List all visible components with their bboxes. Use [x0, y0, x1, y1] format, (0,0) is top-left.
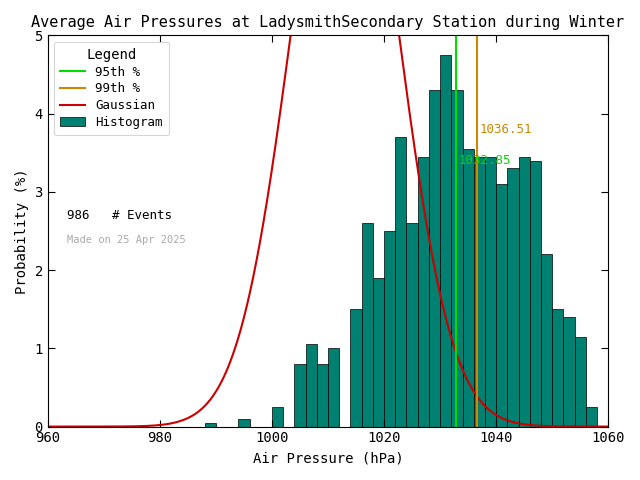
Text: Made on 25 Apr 2025: Made on 25 Apr 2025: [67, 235, 186, 245]
Title: Average Air Pressures at LadysmithSecondary Station during Winter: Average Air Pressures at LadysmithSecond…: [31, 15, 625, 30]
Bar: [541, 254, 552, 427]
Bar: [474, 156, 485, 427]
Bar: [586, 407, 597, 427]
Text: 1036.51: 1036.51: [479, 123, 532, 136]
Bar: [396, 137, 406, 427]
Bar: [563, 317, 575, 427]
Bar: [451, 90, 463, 427]
Bar: [351, 309, 362, 427]
Bar: [384, 231, 396, 427]
Bar: [418, 156, 429, 427]
Bar: [373, 278, 384, 427]
Bar: [485, 156, 496, 427]
Bar: [530, 160, 541, 427]
Bar: [518, 156, 530, 427]
Bar: [429, 90, 440, 427]
X-axis label: Air Pressure (hPa): Air Pressure (hPa): [253, 451, 403, 465]
Text: 1032.85: 1032.85: [459, 155, 511, 168]
Y-axis label: Probability (%): Probability (%): [15, 168, 29, 294]
Bar: [440, 55, 451, 427]
Bar: [496, 184, 508, 427]
Bar: [328, 348, 339, 427]
Bar: [575, 336, 586, 427]
Bar: [406, 223, 418, 427]
Bar: [508, 168, 518, 427]
Bar: [463, 149, 474, 427]
Bar: [552, 309, 563, 427]
Text: 986   # Events: 986 # Events: [67, 209, 172, 222]
Bar: [306, 345, 317, 427]
Bar: [205, 423, 216, 427]
Bar: [294, 364, 306, 427]
Bar: [362, 223, 373, 427]
Bar: [272, 407, 283, 427]
Legend: 95th %, 99th %, Gaussian, Histogram: 95th %, 99th %, Gaussian, Histogram: [54, 42, 169, 135]
Bar: [238, 419, 250, 427]
Bar: [317, 364, 328, 427]
